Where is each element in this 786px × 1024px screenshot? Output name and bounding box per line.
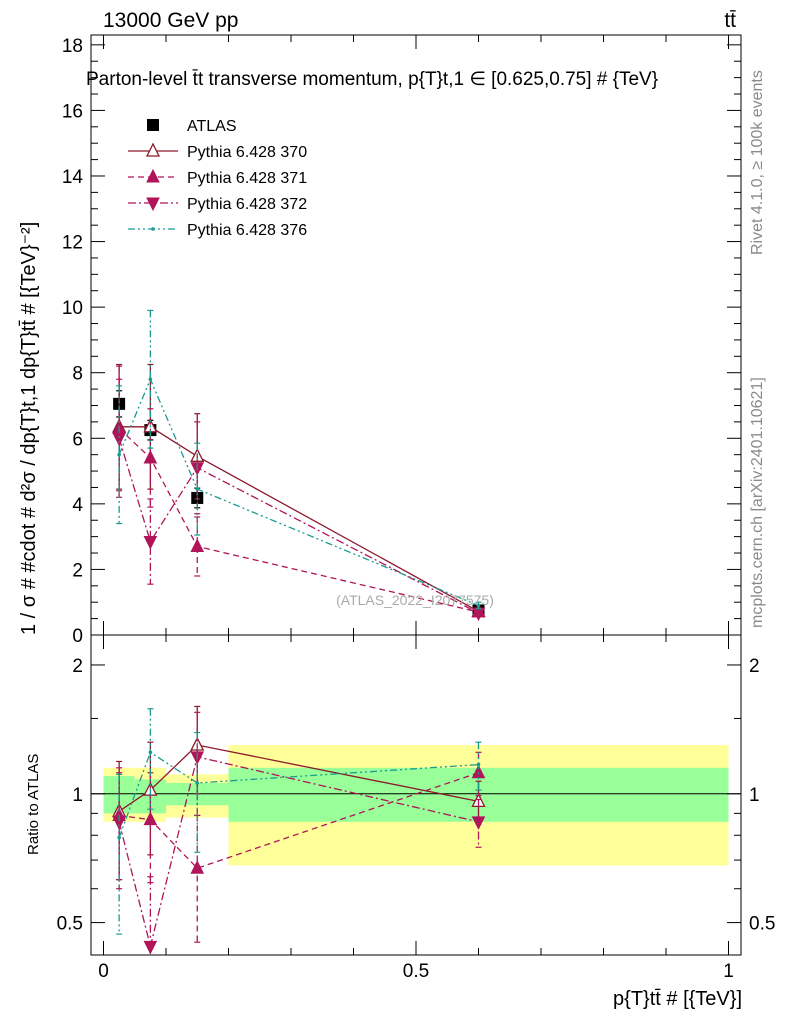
ratio-point-p376	[195, 781, 200, 785]
ratio-ytick-label-right: 1	[749, 785, 760, 806]
ratio-point-p376	[148, 750, 153, 755]
legend-entry-data: ATLAS	[147, 118, 237, 135]
legend-label-p372: Pythia 6.428 372	[187, 196, 307, 213]
main-point-p376	[117, 452, 121, 457]
ratio-frame	[90, 634, 742, 956]
legend-label-data: ATLAS	[187, 118, 237, 135]
main-ytick-label: 12	[62, 233, 83, 254]
main-point-p371	[190, 538, 205, 552]
energy-label: 13000 GeV pp	[103, 9, 238, 32]
main-series-p371	[112, 365, 486, 618]
main-ytick-label: 2	[72, 560, 83, 581]
ratio-ytick-label-right: 0.5	[749, 914, 775, 935]
main-point-p376	[195, 487, 200, 491]
ratio-xtick-label: 1	[723, 961, 734, 982]
plot-title: Parton-level t̄t transverse momentum, p{…	[86, 69, 658, 90]
legend-entry-p372: Pythia 6.428 372	[128, 196, 307, 213]
legend-entry-p370: Pythia 6.428 370	[128, 142, 307, 161]
legend-marker-data	[147, 119, 159, 131]
main-series-data	[113, 390, 485, 617]
ratio-xtick-label: 0	[98, 961, 109, 982]
ratio-point-p376	[476, 762, 481, 767]
watermark: (ATLAS_2022_I2077575)	[336, 592, 494, 608]
ratio-line-p372	[118, 756, 479, 947]
ratio-point-p371	[143, 811, 158, 826]
ratio-y-axis-label: Ratio to ATLAS	[25, 754, 42, 855]
legend-marker-p370	[145, 142, 161, 157]
ratio-ytick-label: 0.5	[57, 914, 83, 935]
main-ytick-label: 6	[72, 429, 83, 450]
main-point-p372	[112, 432, 126, 447]
main-series-p370	[112, 363, 486, 618]
main-panel: 1 / σ # #cdot # d²σ / dp{T}t,1 dp{T}tt̄ …	[18, 34, 742, 647]
main-point-p376	[476, 603, 481, 608]
main-line-p370	[119, 426, 479, 612]
ratio-line-p370	[118, 744, 479, 812]
main-point-p371	[143, 449, 158, 464]
legend-marker-p371	[146, 168, 160, 183]
legend-marker-p376	[151, 227, 155, 231]
main-series-p376	[116, 309, 482, 610]
main-line-p372	[118, 438, 479, 614]
main-point-p372	[143, 536, 158, 550]
process-label: tt̄	[724, 9, 736, 32]
legend-label-p370: Pythia 6.428 370	[187, 144, 307, 161]
ratio-line-p371	[119, 772, 479, 869]
ratio-point-p376	[117, 835, 121, 840]
ratio-point-p372	[471, 816, 486, 830]
main-ytick-label: 10	[62, 298, 83, 319]
mcplots-label: mcplots.cern.ch [arXiv:2401.10621]	[749, 377, 766, 628]
legend-marker-p372	[146, 197, 160, 212]
ratio-series-p376	[116, 708, 482, 935]
main-ytick-label: 18	[62, 36, 83, 57]
legend-label-p371: Pythia 6.428 371	[187, 170, 307, 187]
rivet-label: Rivet 4.1.0, ≥ 100k events	[749, 70, 766, 255]
legend-entry-p371: Pythia 6.428 371	[128, 168, 307, 187]
ratio-series-p372	[112, 711, 486, 955]
ratio-panel: Ratio to ATLAS 0.5 0.5 1 1 2 2 0 0.5 1 p{T}tt̄ #…	[25, 634, 775, 1010]
legend-label-p376: Pythia 6.428 376	[187, 222, 307, 239]
main-ytick-label: 8	[72, 364, 83, 385]
main-y-axis-label: 1 / σ # #cdot # d²σ / dp{T}t,1 dp{T}tt̄ …	[18, 222, 40, 635]
main-ytick-label: 16	[62, 101, 83, 122]
main-ytick-label: 0	[72, 626, 83, 647]
main-ytick-label: 4	[72, 495, 83, 516]
ratio-line-p376	[118, 751, 479, 838]
legend: ATLAS Pythia 6.428 370 Pythia 6.428 371 Pyt…	[128, 118, 307, 239]
main-ytick-label: 14	[62, 167, 84, 188]
ratio-point-p371	[190, 860, 205, 874]
x-axis-label: p{T}tt̄ # [{TeV}]	[613, 988, 742, 1010]
ratio-ytick-label-right: 2	[749, 656, 760, 677]
ratio-xtick-label: 0.5	[403, 961, 429, 982]
main-line-p371	[118, 427, 479, 613]
main-line-p376	[118, 377, 479, 607]
ratio-ytick-label: 1	[72, 785, 83, 806]
ratio-point-p372	[143, 940, 158, 955]
main-point-p376	[148, 377, 153, 382]
ratio-ytick-label: 2	[72, 656, 83, 677]
legend-entry-p376: Pythia 6.428 376	[128, 222, 307, 239]
